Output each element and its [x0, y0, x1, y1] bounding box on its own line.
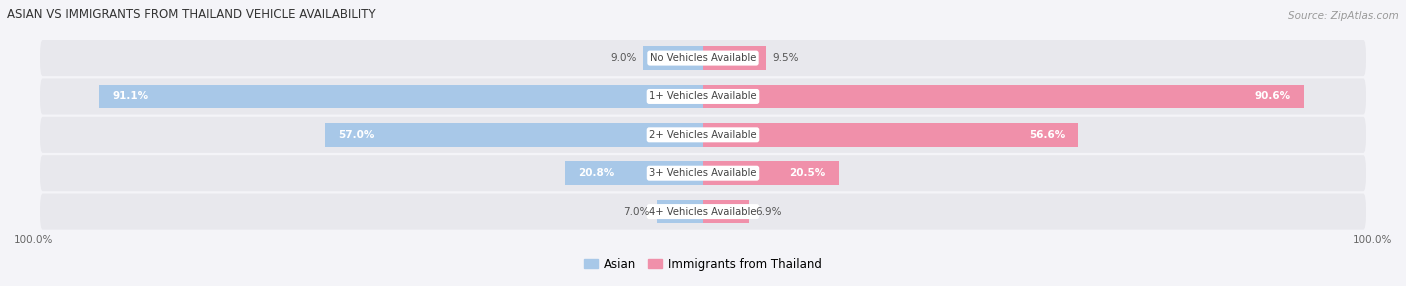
Bar: [657, 200, 703, 223]
Text: 100.0%: 100.0%: [14, 235, 53, 245]
Text: 100.0%: 100.0%: [1353, 235, 1392, 245]
Text: 7.0%: 7.0%: [624, 206, 650, 217]
Text: 2+ Vehicles Available: 2+ Vehicles Available: [650, 130, 756, 140]
Bar: [98, 85, 703, 108]
FancyBboxPatch shape: [39, 40, 1367, 76]
Bar: [703, 161, 839, 185]
Text: 20.8%: 20.8%: [578, 168, 614, 178]
Text: 56.6%: 56.6%: [1029, 130, 1064, 140]
Bar: [703, 46, 766, 70]
Text: ASIAN VS IMMIGRANTS FROM THAILAND VEHICLE AVAILABILITY: ASIAN VS IMMIGRANTS FROM THAILAND VEHICL…: [7, 8, 375, 21]
Text: 1+ Vehicles Available: 1+ Vehicles Available: [650, 92, 756, 102]
FancyBboxPatch shape: [39, 155, 1367, 191]
Text: 4+ Vehicles Available: 4+ Vehicles Available: [650, 206, 756, 217]
Bar: [565, 161, 703, 185]
FancyBboxPatch shape: [39, 78, 1367, 114]
Text: Source: ZipAtlas.com: Source: ZipAtlas.com: [1288, 11, 1399, 21]
Text: 20.5%: 20.5%: [789, 168, 825, 178]
Text: 9.5%: 9.5%: [773, 53, 799, 63]
Bar: [644, 46, 703, 70]
Text: 91.1%: 91.1%: [112, 92, 149, 102]
Text: 9.0%: 9.0%: [610, 53, 637, 63]
Legend: Asian, Immigrants from Thailand: Asian, Immigrants from Thailand: [579, 253, 827, 275]
Bar: [325, 123, 703, 147]
FancyBboxPatch shape: [39, 194, 1367, 230]
Bar: [703, 123, 1078, 147]
Text: 6.9%: 6.9%: [755, 206, 782, 217]
Text: No Vehicles Available: No Vehicles Available: [650, 53, 756, 63]
Bar: [703, 200, 749, 223]
Bar: [703, 85, 1303, 108]
FancyBboxPatch shape: [39, 117, 1367, 153]
Text: 57.0%: 57.0%: [339, 130, 375, 140]
Text: 3+ Vehicles Available: 3+ Vehicles Available: [650, 168, 756, 178]
Text: 90.6%: 90.6%: [1254, 92, 1291, 102]
